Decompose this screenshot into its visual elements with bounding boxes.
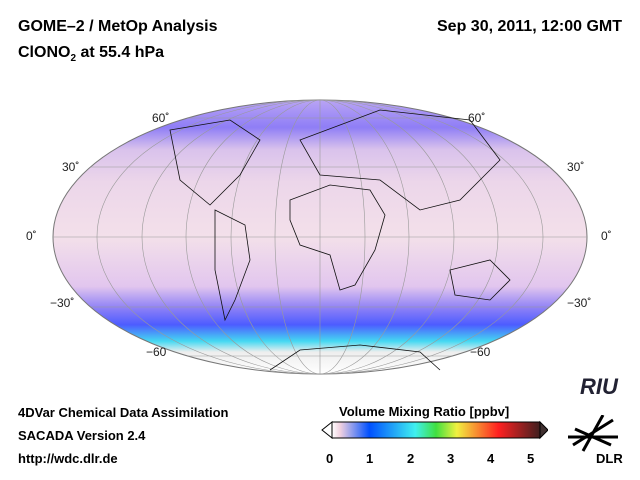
- footer-url[interactable]: http://wdc.dlr.de: [18, 451, 118, 466]
- lat-label-60n-left: 60˚: [152, 111, 170, 125]
- footer-line1: 4DVar Chemical Data Assimilation: [18, 405, 229, 420]
- tick-4: 4: [487, 451, 495, 466]
- dlr-logo-icon: [568, 415, 618, 452]
- coastlines: [169, 109, 511, 371]
- tick-3: 3: [447, 451, 455, 466]
- lat-label-30n-right: 30˚: [567, 160, 585, 174]
- graticule: [53, 100, 587, 374]
- footer-line2: SACADA Version 2.4: [18, 428, 146, 443]
- lat-label-60n-right: 60˚: [468, 111, 486, 125]
- dlr-logo-text: DLR: [596, 451, 623, 466]
- species-label: ClONO2 at 55.4 hPa: [18, 44, 165, 65]
- tick-2: 2: [407, 451, 415, 466]
- riu-logo: RIU: [580, 374, 618, 399]
- colorbar: [321, 420, 548, 440]
- lat-label-0-left: 0˚: [26, 229, 37, 243]
- colorbar-title: Volume Mixing Ratio [ppbv]: [339, 404, 510, 419]
- lat-label-60s-right: −60: [470, 345, 491, 359]
- datetime: Sep 30, 2011, 12:00 GMT: [437, 18, 622, 35]
- tick-1: 1: [366, 451, 374, 466]
- colorbar-ticks: 0 1 2 3 4 5: [326, 451, 542, 467]
- tick-0: 0: [326, 451, 334, 466]
- map: [52, 99, 588, 375]
- colorbar-low-arrow: [321, 420, 333, 440]
- lat-label-60s-left: −60: [146, 345, 167, 359]
- lat-label-30s-right: −30˚: [567, 296, 592, 310]
- lat-label-30s-left: −30˚: [50, 296, 75, 310]
- title: GOME–2 / MetOp Analysis: [18, 18, 218, 35]
- tick-5: 5: [527, 451, 535, 466]
- lat-label-0-right: 0˚: [601, 229, 612, 243]
- lat-label-30n-left: 30˚: [62, 160, 80, 174]
- colorbar-high-arrow: [539, 420, 548, 440]
